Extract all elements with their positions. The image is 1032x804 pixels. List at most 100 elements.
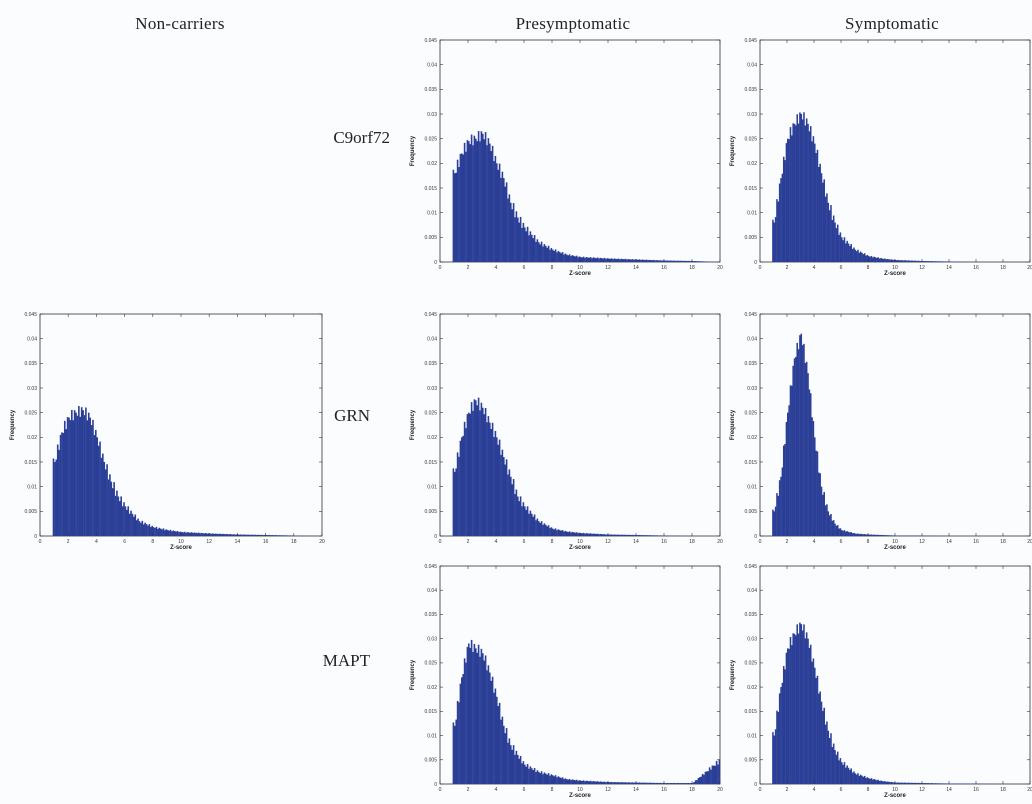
histogram-bar <box>796 624 798 784</box>
histogram-bar <box>543 772 546 784</box>
histogram-bar <box>532 238 534 262</box>
histogram-bar <box>491 676 494 784</box>
histogram-bar <box>599 533 602 536</box>
x-tick-label: 2 <box>467 787 470 793</box>
histogram-bar <box>672 783 674 784</box>
y-axis-title: Frequency <box>730 409 736 440</box>
histogram-bar <box>935 783 938 784</box>
histogram-bar <box>605 782 607 784</box>
histogram-bar <box>800 624 803 784</box>
y-tick-label: 0.035 <box>744 87 757 93</box>
histogram-bar <box>501 171 504 262</box>
histogram-bar <box>686 783 688 784</box>
histogram-bar <box>577 533 579 536</box>
histogram-bar <box>487 138 490 262</box>
histogram-bar <box>609 534 611 536</box>
histogram-bar <box>496 696 498 784</box>
x-tick-label: 18 <box>1000 539 1006 545</box>
histogram-bar <box>831 520 834 536</box>
histogram-bar <box>233 534 235 536</box>
histogram-bar <box>556 777 558 784</box>
histogram-bar <box>137 518 139 536</box>
y-tick-label: 0.01 <box>747 733 757 739</box>
histogram-bar <box>185 532 187 536</box>
histogram-bar <box>591 781 593 784</box>
histogram-bar <box>561 777 564 784</box>
histogram-bar <box>473 643 476 784</box>
y-tick-label: 0.015 <box>24 460 37 466</box>
histogram-bar <box>100 457 103 536</box>
histogram-bar <box>895 782 897 784</box>
histogram-bar <box>701 261 704 262</box>
histogram-bar <box>503 725 505 784</box>
y-tick-label: 0.025 <box>424 136 437 142</box>
histogram-bar <box>563 254 565 262</box>
histogram-bar <box>842 764 844 784</box>
histogram-bar <box>935 261 938 262</box>
histogram-bar <box>241 534 244 536</box>
x-axis-title: Z-score <box>569 271 591 277</box>
histogram-bar <box>192 533 194 536</box>
histogram-bar <box>486 145 488 262</box>
histogram-bar <box>623 534 625 536</box>
histogram-bar <box>204 533 207 536</box>
x-tick-label: 4 <box>813 539 816 545</box>
y-tick-label: 0.03 <box>747 636 757 642</box>
histogram-bar <box>912 260 915 262</box>
histogram-bar <box>788 139 790 262</box>
histogram-bar <box>213 533 216 536</box>
histogram-bar <box>895 260 897 262</box>
histogram-bar <box>913 535 916 536</box>
histogram-bar <box>637 259 639 262</box>
y-axis-title: Frequency <box>410 659 416 690</box>
x-tick-label: 20 <box>319 539 325 545</box>
histogram-bar <box>531 513 533 536</box>
histogram-bar <box>459 683 462 784</box>
x-tick-label: 12 <box>919 265 925 271</box>
histogram-bar <box>486 670 488 784</box>
histogram-bar <box>574 256 576 262</box>
histogram-bar <box>463 421 466 536</box>
histogram-bar <box>188 532 190 536</box>
histogram-bar <box>89 417 91 536</box>
histogram-bar <box>536 518 539 536</box>
histogram-bar <box>552 528 554 536</box>
x-tick-label: 4 <box>495 539 498 545</box>
histogram-bar <box>524 227 526 262</box>
histogram-bar <box>811 141 813 262</box>
histogram-bar <box>863 775 866 784</box>
y-tick-label: 0.025 <box>424 661 437 667</box>
histogram-bar <box>484 408 487 536</box>
histogram-bar <box>636 259 638 262</box>
histogram-bar <box>971 783 974 784</box>
histogram-bar <box>596 257 599 262</box>
x-tick-label: 6 <box>840 539 843 545</box>
histogram-bar <box>685 260 687 262</box>
histogram-bar <box>699 777 701 784</box>
histogram-bar <box>465 151 467 262</box>
x-tick-label: 20 <box>1027 787 1032 793</box>
histogram-bar <box>797 123 800 262</box>
histogram-bar <box>700 261 702 262</box>
histogram-bar <box>787 412 789 536</box>
y-tick-label: 0.015 <box>744 460 757 466</box>
histogram-bar <box>878 258 881 262</box>
histogram-bar <box>942 261 944 262</box>
histogram-bar <box>582 780 585 784</box>
histogram-bar <box>549 249 551 262</box>
histogram-bar <box>85 407 87 536</box>
histogram-bar <box>630 259 632 262</box>
histogram-bar <box>92 419 94 536</box>
histogram-bar <box>944 783 947 784</box>
histogram-bar <box>255 534 258 536</box>
histogram-bar <box>503 457 505 536</box>
histogram-bar <box>606 534 609 536</box>
x-tick-label: 10 <box>892 539 898 545</box>
histogram-bar <box>644 782 646 784</box>
histogram-bar <box>585 257 588 262</box>
histogram-bar <box>476 652 478 784</box>
histogram-bar <box>958 783 960 784</box>
histogram-bar <box>542 774 544 784</box>
histogram-bar <box>577 257 579 262</box>
histogram-bar <box>258 534 261 536</box>
